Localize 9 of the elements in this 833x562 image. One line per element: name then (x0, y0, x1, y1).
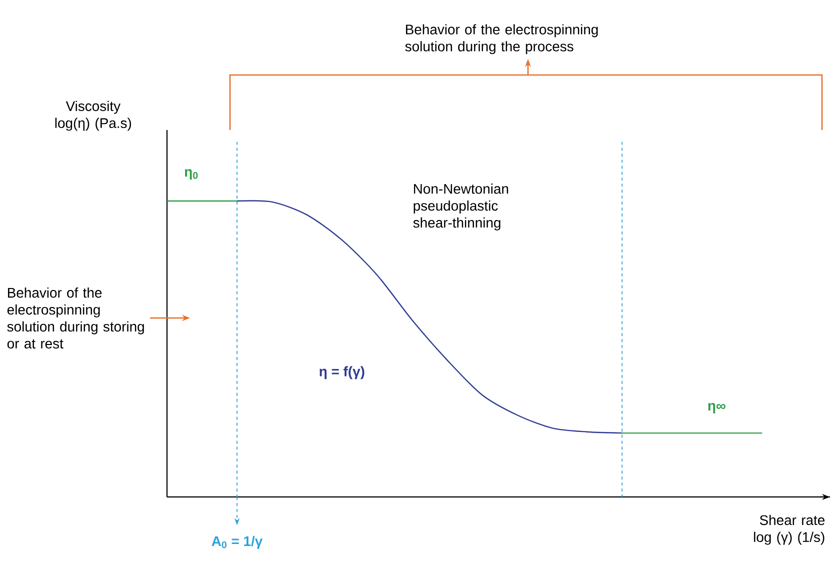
text: A$_{0}$ = 1/γ (212, 536, 263, 549)
text: Viscosity log(η) (Pa.s) (55, 100, 132, 131)
series-label: η∞ (708, 402, 726, 414)
annotation: Non-Newtonian pseudoplastic shear-thinning (413, 184, 508, 230)
text: Behavior of the electrospinning solution during the process (405, 24, 598, 54)
x-axis-title: Shear rate log (γ) (1/s) (754, 514, 825, 545)
text: η = f(γ) (320, 366, 364, 380)
text: Behavior of the electrospinning solution during storing or at rest (7, 287, 144, 349)
text: η$_{0}$ (184, 169, 198, 180)
